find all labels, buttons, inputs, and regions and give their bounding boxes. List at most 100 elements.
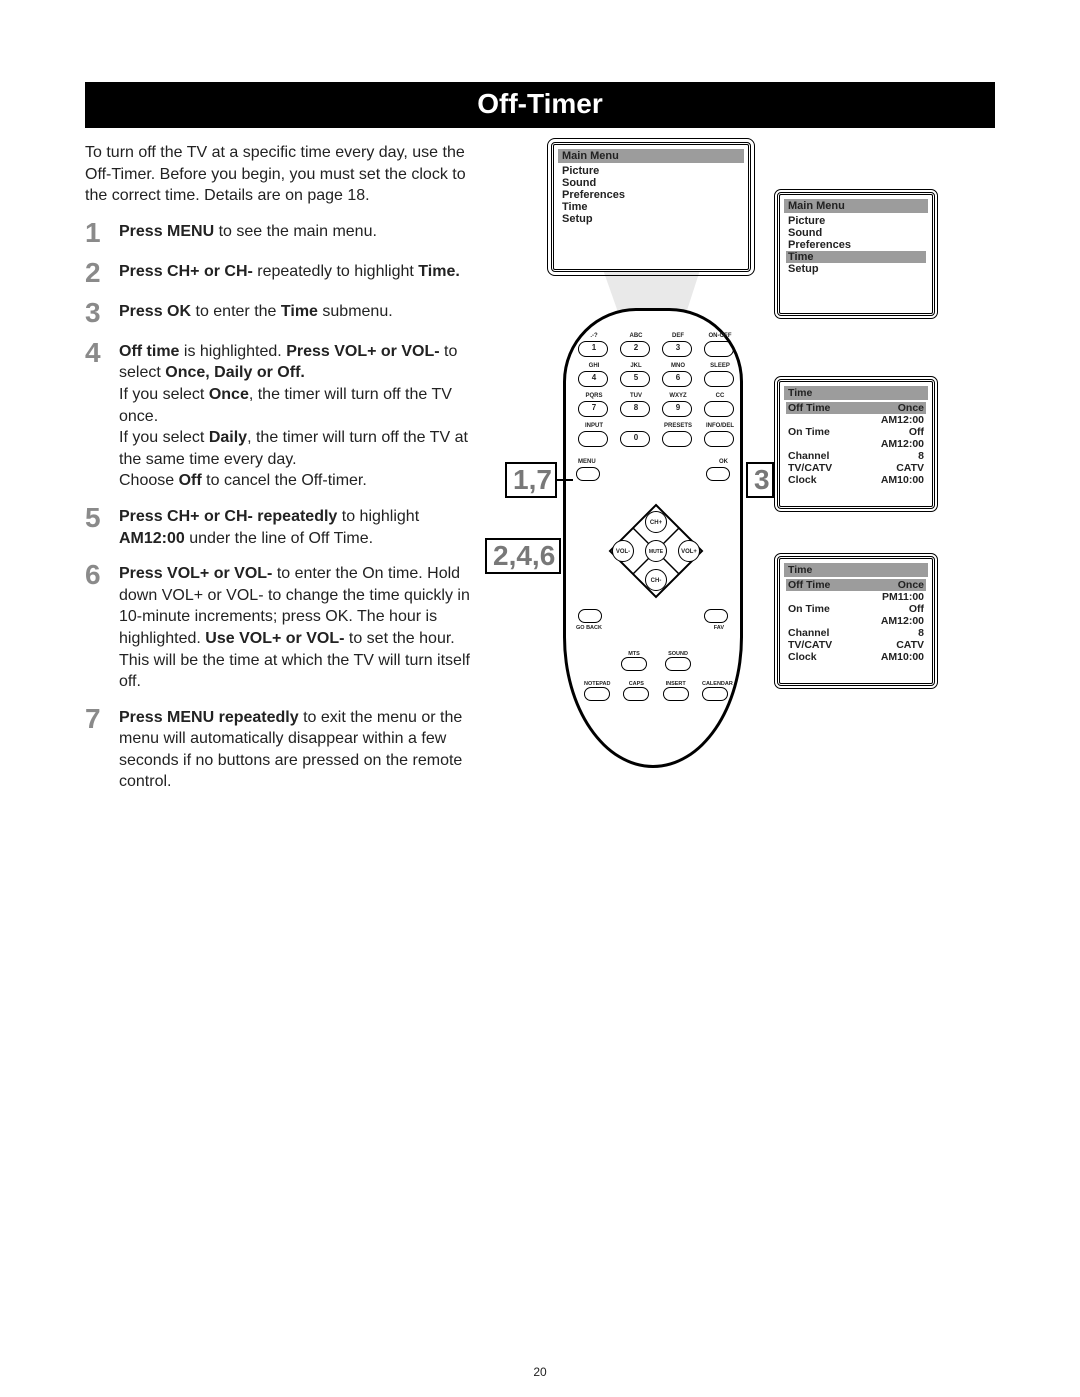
step-text: Press CH+ or CH- repeatedly to highlight…	[119, 506, 475, 549]
menu-item: Setup	[788, 263, 924, 275]
step-5: 5Press CH+ or CH- repeatedly to highligh…	[85, 506, 475, 549]
remote-key[interactable]	[623, 687, 649, 701]
remote-key[interactable]: PQRS7	[578, 401, 608, 417]
menu-row: Off TimeOnce	[786, 579, 926, 591]
remote-key[interactable]	[663, 687, 689, 701]
menu-item: Time	[786, 251, 926, 263]
menu-label: MENU	[578, 459, 596, 465]
remote-key[interactable]: PRESETS	[662, 431, 692, 447]
step-2: 2Press CH+ or CH- repeatedly to highligh…	[85, 261, 475, 287]
vol-plus-button[interactable]: VOL+	[678, 540, 700, 562]
menu-item: Preferences	[562, 189, 740, 201]
step-text: Press MENU to see the main menu.	[119, 221, 475, 247]
step-7: 7Press MENU repeatedly to exit the menu …	[85, 707, 475, 793]
callout-2-4-6: 2,4,6	[485, 538, 561, 574]
step-number: 7	[85, 705, 119, 793]
btn-label: CALENDAR	[702, 681, 728, 687]
remote-key[interactable]: .-?1	[578, 341, 608, 357]
step-number: 5	[85, 504, 119, 549]
step-number: 2	[85, 259, 119, 287]
step-text: Press MENU repeatedly to exit the menu o…	[119, 707, 475, 793]
remote-key[interactable]: ON-OFF	[704, 341, 734, 357]
remote-key[interactable]: SLEEP	[704, 371, 734, 387]
remote-key[interactable]: DEF3	[662, 341, 692, 357]
step-text: Press CH+ or CH- repeatedly to highlight…	[119, 261, 475, 287]
remote-key[interactable]: TUV8	[620, 401, 650, 417]
screen-main-menu-1: Main Menu PictureSoundPreferencesTimeSet…	[551, 142, 751, 272]
instructions-column: To turn off the TV at a specific time ev…	[85, 142, 475, 962]
remote-key[interactable]: WXYZ9	[662, 401, 692, 417]
menu-sub: AM12:00	[788, 438, 924, 450]
menu-title: Main Menu	[784, 199, 928, 213]
menu-title: Time	[784, 386, 928, 400]
diagram-column: Main Menu PictureSoundPreferencesTimeSet…	[493, 142, 995, 962]
remote-key[interactable]: MNO6	[662, 371, 692, 387]
fav-button[interactable]	[704, 609, 728, 623]
remote-key[interactable]	[702, 687, 728, 701]
menu-row: Off TimeOnce	[786, 402, 926, 414]
menu-row: ClockAM10:00	[788, 474, 924, 486]
step-number: 1	[85, 219, 119, 247]
menu-sub: AM12:00	[788, 615, 924, 627]
menu-item: Setup	[562, 213, 740, 225]
fav-label: FAV	[714, 625, 724, 631]
vol-minus-button[interactable]: VOL-	[612, 540, 634, 562]
step-text: Press VOL+ or VOL- to enter the On time.…	[119, 563, 475, 693]
remote-key[interactable]	[621, 657, 647, 671]
ok-label: OK	[719, 459, 728, 465]
step-text: Off time is highlighted. Press VOL+ or V…	[119, 341, 475, 492]
menu-item: Time	[562, 201, 740, 213]
remote-key[interactable]: ABC2	[620, 341, 650, 357]
menu-item: Sound	[788, 227, 924, 239]
remote-key[interactable]: JKL5	[620, 371, 650, 387]
step-number: 6	[85, 561, 119, 693]
callout-line	[557, 479, 573, 481]
ch-plus-button[interactable]: CH+	[645, 511, 667, 533]
menu-item: Picture	[788, 215, 924, 227]
goback-button[interactable]	[578, 609, 602, 623]
step-text: Press OK to enter the Time submenu.	[119, 301, 475, 327]
mute-button[interactable]: MUTE	[645, 540, 667, 562]
remote-key[interactable]	[584, 687, 610, 701]
step-6: 6Press VOL+ or VOL- to enter the On time…	[85, 563, 475, 693]
menu-item: Preferences	[788, 239, 924, 251]
menu-row: TV/CATVCATV	[788, 639, 924, 651]
btn-label: SOUND	[665, 651, 691, 657]
goback-label: GO BACK	[576, 625, 602, 631]
step-number: 4	[85, 339, 119, 492]
intro-text: To turn off the TV at a specific time ev…	[85, 142, 475, 207]
screen-time-2: Time Off TimeOncePM11:00On TimeOffAM12:0…	[777, 556, 935, 686]
remote-control: .-?1 ABC2 DEF3 ON-OFF GHI4 JKL5 MNO6 SLEEP PQR…	[563, 308, 743, 768]
menu-sub: PM11:00	[788, 591, 924, 603]
menu-button[interactable]	[576, 467, 600, 481]
menu-row: ClockAM10:00	[788, 651, 924, 663]
ok-button[interactable]	[706, 467, 730, 481]
page-title: Off-Timer	[85, 82, 995, 128]
menu-row: Channel8	[788, 450, 924, 462]
menu-row: TV/CATVCATV	[788, 462, 924, 474]
btn-label: INSERT	[663, 681, 689, 687]
page-number: 20	[0, 1365, 1080, 1379]
ch-minus-button[interactable]: CH-	[645, 569, 667, 591]
menu-row: On TimeOff	[788, 603, 924, 615]
btn-label: MTS	[621, 651, 647, 657]
callout-1-7: 1,7	[505, 462, 557, 498]
menu-item: Sound	[562, 177, 740, 189]
remote-key[interactable]: CC	[704, 401, 734, 417]
screen-main-menu-2: Main Menu PictureSoundPreferencesTimeSet…	[777, 192, 935, 316]
menu-sub: AM12:00	[788, 414, 924, 426]
content-area: To turn off the TV at a specific time ev…	[85, 142, 995, 962]
btn-label: CAPS	[623, 681, 649, 687]
btn-label: NOTEPAD	[584, 681, 610, 687]
step-4: 4Off time is highlighted. Press VOL+ or …	[85, 341, 475, 492]
remote-key[interactable]: 0	[620, 431, 650, 447]
step-number: 3	[85, 299, 119, 327]
callout-3: 3	[746, 462, 774, 498]
step-3: 3Press OK to enter the Time submenu.	[85, 301, 475, 327]
remote-key[interactable]	[665, 657, 691, 671]
menu-title: Time	[784, 563, 928, 577]
remote-key[interactable]: GHI4	[578, 371, 608, 387]
remote-key[interactable]: INPUT	[578, 431, 608, 447]
screen-time-1: Time Off TimeOnceAM12:00On TimeOffAM12:0…	[777, 379, 935, 509]
remote-key[interactable]: INFO/DEL	[704, 431, 734, 447]
